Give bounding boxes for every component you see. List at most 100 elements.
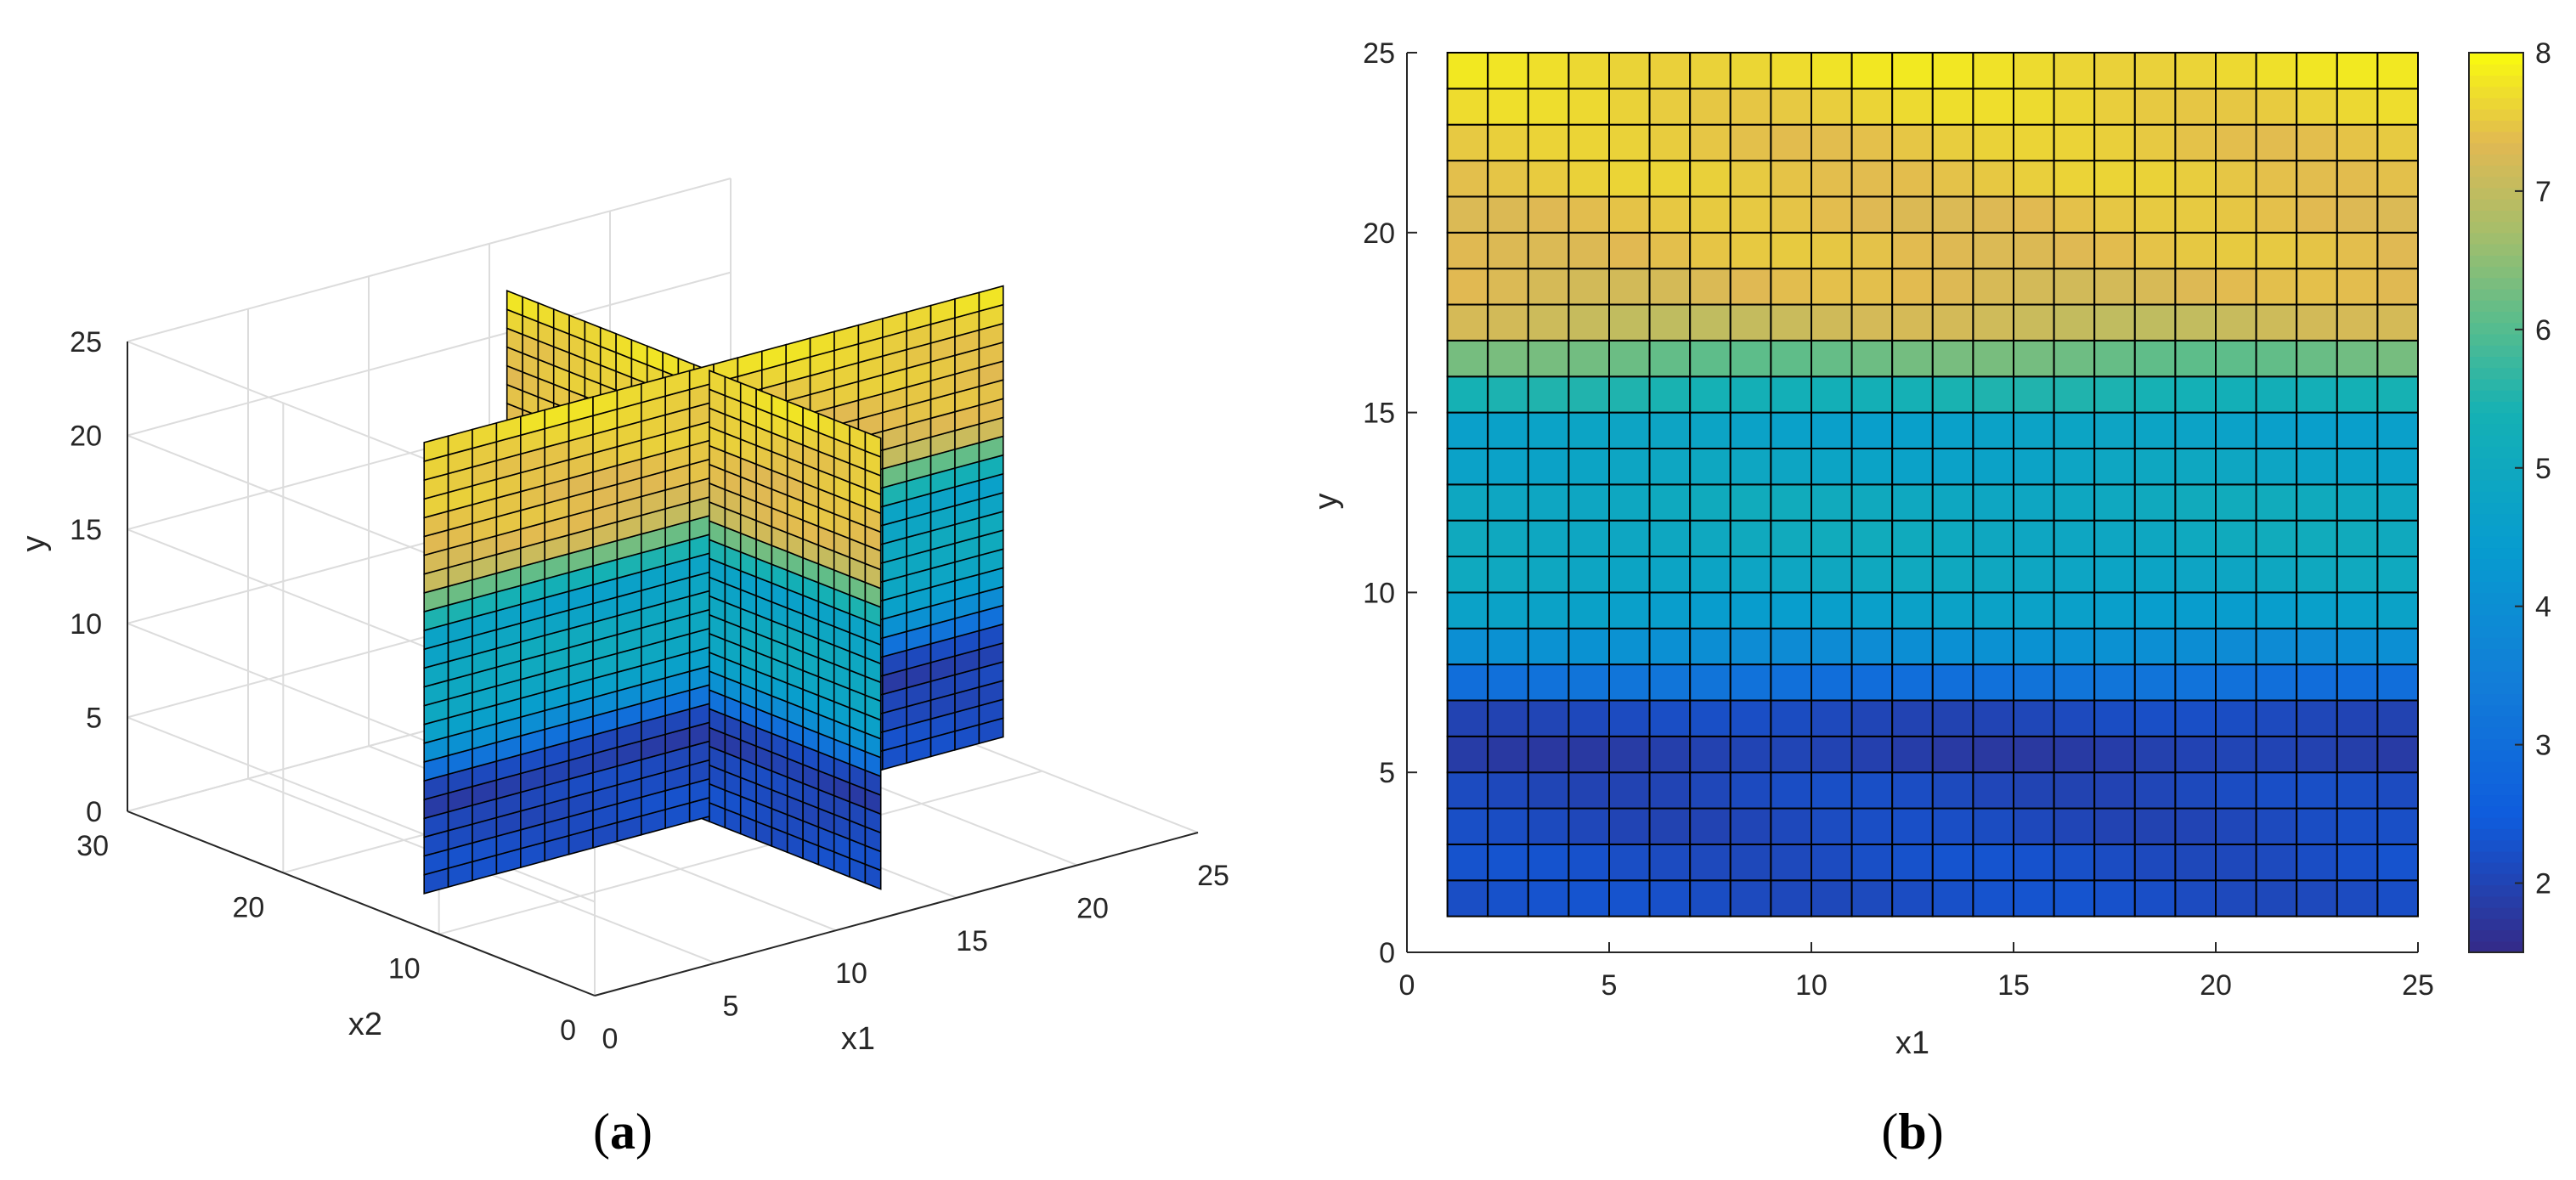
heatmap-cell xyxy=(1648,879,1692,917)
heatmap-cell xyxy=(1608,556,1651,594)
heatmap-cell xyxy=(1972,268,2014,306)
heatmap-cell xyxy=(2215,88,2257,126)
colorbar-segment xyxy=(2469,738,2523,751)
heatmap-cell xyxy=(1770,735,1812,774)
x1-tick-label: 0 xyxy=(602,1023,619,1055)
heatmap-cell xyxy=(1568,123,1611,162)
heatmap-cell xyxy=(2215,591,2257,630)
heatmap-cell xyxy=(1770,411,1812,449)
heatmap-cell xyxy=(1446,627,1489,666)
heatmap-cell xyxy=(1972,447,2014,486)
heatmap-cell xyxy=(2376,123,2419,162)
heatmap-cell xyxy=(1608,447,1651,486)
heatmap-cell xyxy=(1811,663,1853,702)
heatmap-cell xyxy=(1931,160,1974,198)
heatmap-cell xyxy=(1608,735,1651,774)
heatmap-cell xyxy=(1527,447,1570,486)
floor-grid-line xyxy=(438,770,1042,935)
heatmap-cell xyxy=(1648,231,1692,270)
heatmap-cell xyxy=(2133,556,2177,594)
heatmap-cell xyxy=(1648,52,1692,90)
heatmap-cell xyxy=(1487,52,1529,90)
heatmap-cell xyxy=(1891,663,1934,702)
heatmap-cell xyxy=(2133,663,2177,702)
heatmap-cell xyxy=(1729,843,1772,882)
x1-tick-label: 10 xyxy=(835,957,867,990)
heatmap-cell xyxy=(1568,807,1611,845)
heatmap-x-tick-label: 20 xyxy=(2200,969,2232,1002)
heatmap-cell xyxy=(1811,160,1853,198)
heatmap-cell xyxy=(2296,663,2338,702)
heatmap-cell xyxy=(1568,195,1611,234)
colorbar-frame xyxy=(2468,52,2524,953)
heatmap-cell xyxy=(2296,699,2338,737)
heatmap-cell xyxy=(2133,231,2177,270)
heatmap-cell xyxy=(1527,483,1570,522)
heatmap-cell xyxy=(1689,843,1731,882)
heatmap-cell xyxy=(1770,591,1812,630)
heatmap-cell xyxy=(1527,303,1570,342)
heatmap-cell xyxy=(1729,268,1772,306)
heatmap-cell xyxy=(2174,807,2217,845)
heatmap-y-tick-label: 10 xyxy=(1363,577,1395,609)
heatmap-cell xyxy=(1811,52,1853,90)
heatmap-cell xyxy=(2174,519,2217,558)
heatmap-cell xyxy=(1891,447,1934,486)
heatmap-cell xyxy=(2215,231,2257,270)
x2-axis-label: x2 xyxy=(348,1007,382,1042)
heatmap-cell xyxy=(1891,195,1934,234)
colorbar-segment xyxy=(2469,345,2523,358)
heatmap-cell xyxy=(1689,591,1731,630)
heatmap-cell xyxy=(1527,411,1570,449)
heatmap-y-tick-label: 0 xyxy=(1379,937,1395,969)
colorbar-segment xyxy=(2469,805,2523,818)
heatmap-cell xyxy=(1850,195,1894,234)
heatmap-cell xyxy=(1689,483,1731,522)
heatmap-cell xyxy=(2255,591,2298,630)
heatmap-cell xyxy=(2053,339,2096,378)
heatmap-cell xyxy=(1608,123,1651,162)
heatmap-cell xyxy=(1527,556,1570,594)
heatmap-cell xyxy=(2215,339,2257,378)
heatmap-cell xyxy=(1972,771,2014,810)
x1-tick-label: 15 xyxy=(956,925,988,957)
heatmap-cell xyxy=(1931,268,1974,306)
heatmap-cell xyxy=(1850,591,1894,630)
heatmap-cell xyxy=(2093,483,2136,522)
heatmap-cell xyxy=(1972,339,2014,378)
heatmap-cell xyxy=(2296,339,2338,378)
colorbar-segment xyxy=(2469,131,2523,144)
heatmap-cell xyxy=(1568,52,1611,90)
heatmap-cell xyxy=(2093,519,2136,558)
heatmap-cell xyxy=(1770,195,1812,234)
heatmap-y-tick-label: 25 xyxy=(1363,37,1395,70)
colorbar-segment xyxy=(2469,255,2523,268)
heatmap-cell xyxy=(1931,735,1974,774)
colorbar-segment xyxy=(2469,468,2523,481)
heatmap-cell xyxy=(1689,519,1731,558)
heatmap-cell xyxy=(2093,843,2136,882)
heatmap-cell xyxy=(1811,591,1853,630)
heatmap-cell xyxy=(1811,879,1853,917)
colorbar-segment xyxy=(2469,210,2523,223)
heatmap-cell xyxy=(2093,123,2136,162)
heatmap-cell xyxy=(1729,699,1772,737)
heatmap-cell xyxy=(2053,160,2096,198)
heatmap-cell xyxy=(2296,807,2338,845)
heatmap-cell xyxy=(2053,519,2096,558)
colorbar-segment xyxy=(2469,817,2523,829)
heatmap-cell xyxy=(1931,447,1974,486)
heatmap-cell xyxy=(2255,123,2298,162)
heatmap-cell xyxy=(1811,556,1853,594)
heatmap-cell xyxy=(1729,88,1772,126)
heatmap-cell xyxy=(2255,411,2298,449)
heatmap-cell xyxy=(2013,268,2055,306)
heatmap-cell xyxy=(1487,663,1529,702)
colorbar-segment xyxy=(2469,558,2523,571)
heatmap-cell xyxy=(2093,339,2136,378)
heatmap-cell xyxy=(2376,447,2419,486)
heatmap-cell xyxy=(1608,663,1651,702)
colorbar: 2 3 4 5 6 7 8 xyxy=(2468,37,2551,953)
heatmap-cell xyxy=(2336,735,2379,774)
